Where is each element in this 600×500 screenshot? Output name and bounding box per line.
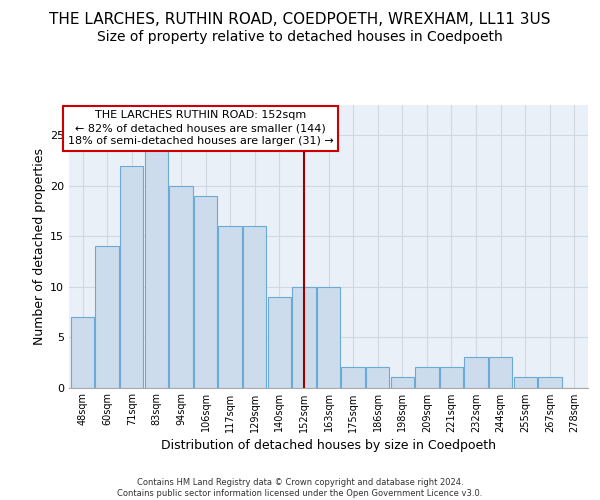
Bar xyxy=(391,378,414,388)
Bar xyxy=(169,186,193,388)
Bar xyxy=(489,357,512,388)
Bar xyxy=(317,286,340,388)
Bar xyxy=(218,226,242,388)
Bar xyxy=(71,317,94,388)
Bar xyxy=(268,296,291,388)
Text: THE LARCHES, RUTHIN ROAD, COEDPOETH, WREXHAM, LL11 3US: THE LARCHES, RUTHIN ROAD, COEDPOETH, WRE… xyxy=(49,12,551,28)
Text: Size of property relative to detached houses in Coedpoeth: Size of property relative to detached ho… xyxy=(97,30,503,44)
Y-axis label: Number of detached properties: Number of detached properties xyxy=(33,148,46,345)
Bar xyxy=(464,357,488,388)
X-axis label: Distribution of detached houses by size in Coedpoeth: Distribution of detached houses by size … xyxy=(161,439,496,452)
Bar xyxy=(415,368,439,388)
Bar xyxy=(194,196,217,388)
Bar xyxy=(145,136,168,388)
Bar xyxy=(120,166,143,388)
Bar xyxy=(292,286,316,388)
Text: Contains HM Land Registry data © Crown copyright and database right 2024.
Contai: Contains HM Land Registry data © Crown c… xyxy=(118,478,482,498)
Bar xyxy=(243,226,266,388)
Bar xyxy=(341,368,365,388)
Bar xyxy=(95,246,119,388)
Bar xyxy=(366,368,389,388)
Bar xyxy=(538,378,562,388)
Text: THE LARCHES RUTHIN ROAD: 152sqm
← 82% of detached houses are smaller (144)
18% o: THE LARCHES RUTHIN ROAD: 152sqm ← 82% of… xyxy=(68,110,334,146)
Bar xyxy=(440,368,463,388)
Bar xyxy=(514,378,537,388)
